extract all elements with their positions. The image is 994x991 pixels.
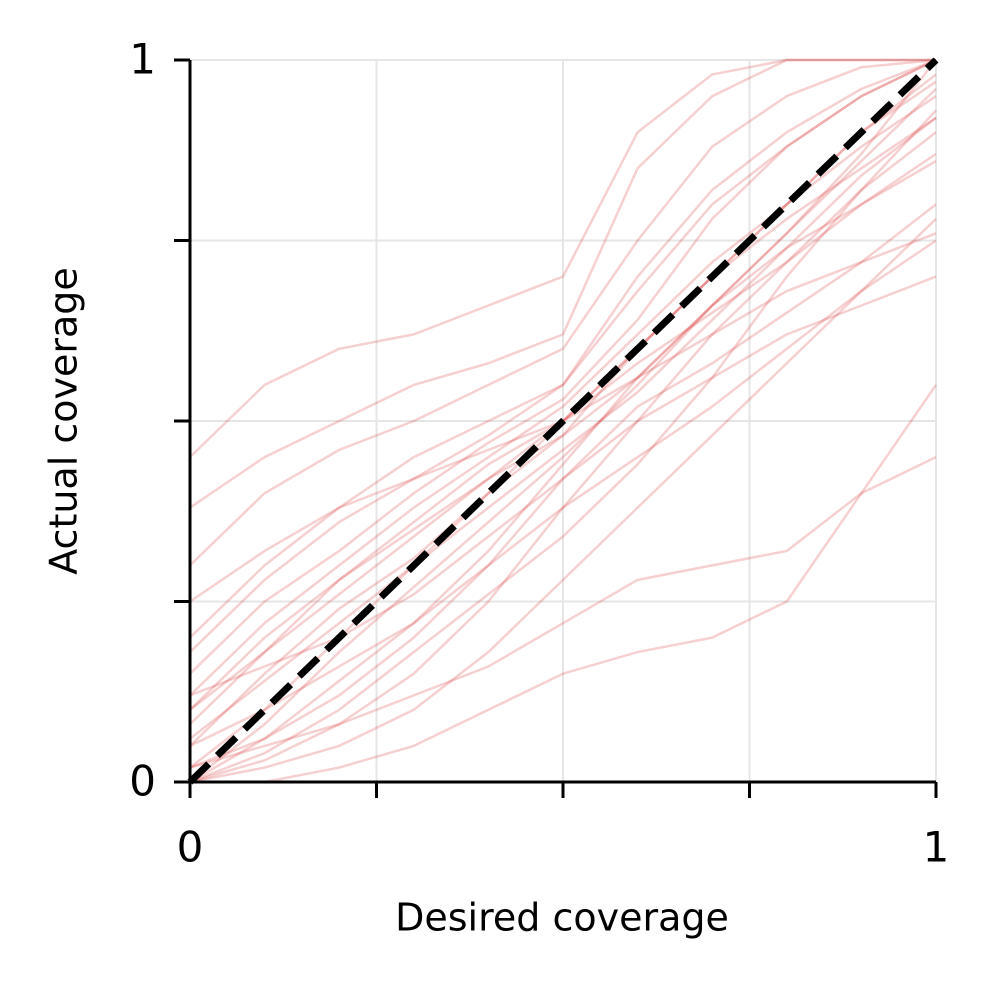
coverage-line xyxy=(189,73,937,747)
coverage-line xyxy=(189,131,937,784)
coverage-line xyxy=(189,58,937,567)
y-tick-label: 1 xyxy=(129,35,156,84)
coverage-line xyxy=(189,455,937,769)
reference-line xyxy=(187,57,939,785)
coverage-line xyxy=(189,58,937,639)
coverage-line xyxy=(189,217,937,784)
coverage-line xyxy=(190,384,938,784)
x-tick-label: 0 xyxy=(177,823,204,872)
coverage-line xyxy=(189,87,937,711)
coverage-line xyxy=(189,59,937,783)
coverage-line xyxy=(189,275,937,697)
coverage-line xyxy=(189,58,937,675)
x-tick-label: 1 xyxy=(923,823,950,872)
coverage-line xyxy=(189,159,937,784)
coverage-line xyxy=(189,58,937,653)
coverage-line xyxy=(189,58,936,458)
y-axis-label: Actual coverage xyxy=(42,267,86,575)
coverage-line xyxy=(189,239,937,748)
coverage-line xyxy=(189,58,936,509)
coverage-line xyxy=(189,109,937,784)
x-axis-label: Desired coverage xyxy=(395,896,729,940)
coverage-line xyxy=(189,116,937,740)
y-tick-label: 0 xyxy=(129,757,156,806)
coverage-line xyxy=(189,203,937,769)
